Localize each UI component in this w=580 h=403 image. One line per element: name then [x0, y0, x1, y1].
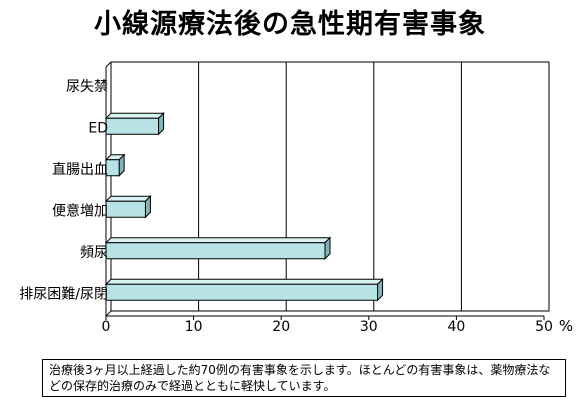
bar [105, 117, 160, 135]
bar-top-face [104, 237, 332, 244]
category-label: ED [88, 120, 108, 136]
chart-title: 小線源療法後の急性期有害事象 [94, 9, 486, 40]
tick-labels: 0 10 20 30 40 50 [102, 319, 553, 335]
bar [105, 200, 146, 218]
note-text: 治療後3ヶ月以上経過した約70例の有害事象を示します。ほとんどの有害事象は、薬物… [49, 363, 551, 393]
bar-top-face [104, 278, 384, 285]
bar [105, 242, 326, 260]
axis-corner-line [105, 61, 112, 68]
category-label: 頻尿 [80, 245, 108, 261]
category-label: 便意増加 [52, 202, 108, 219]
gridlines [105, 61, 550, 320]
category-label: 尿失禁 [66, 79, 108, 95]
tick-label: 0 [102, 319, 111, 335]
bar [105, 159, 120, 177]
tick-label: 30 [360, 319, 378, 335]
axis-corner-line [105, 310, 112, 317]
bar-top-face [104, 112, 165, 119]
tick-label: 50 [535, 319, 553, 335]
x-axis-unit: % [559, 317, 573, 335]
plot-frame [110, 61, 550, 312]
tick-label: 20 [272, 319, 290, 335]
tick-label: 40 [447, 319, 465, 335]
category-label: 排尿困難/尿閉 [19, 286, 108, 302]
bar [105, 283, 379, 301]
tick-label: 10 [185, 319, 203, 335]
bars [104, 112, 384, 302]
category-label: 直腸出血 [52, 161, 108, 178]
bar-top-face [104, 195, 152, 202]
note-box: 治療後3ヶ月以上経過した約70例の有害事象を示します。ほとんどの有害事象は、薬物… [42, 359, 566, 397]
